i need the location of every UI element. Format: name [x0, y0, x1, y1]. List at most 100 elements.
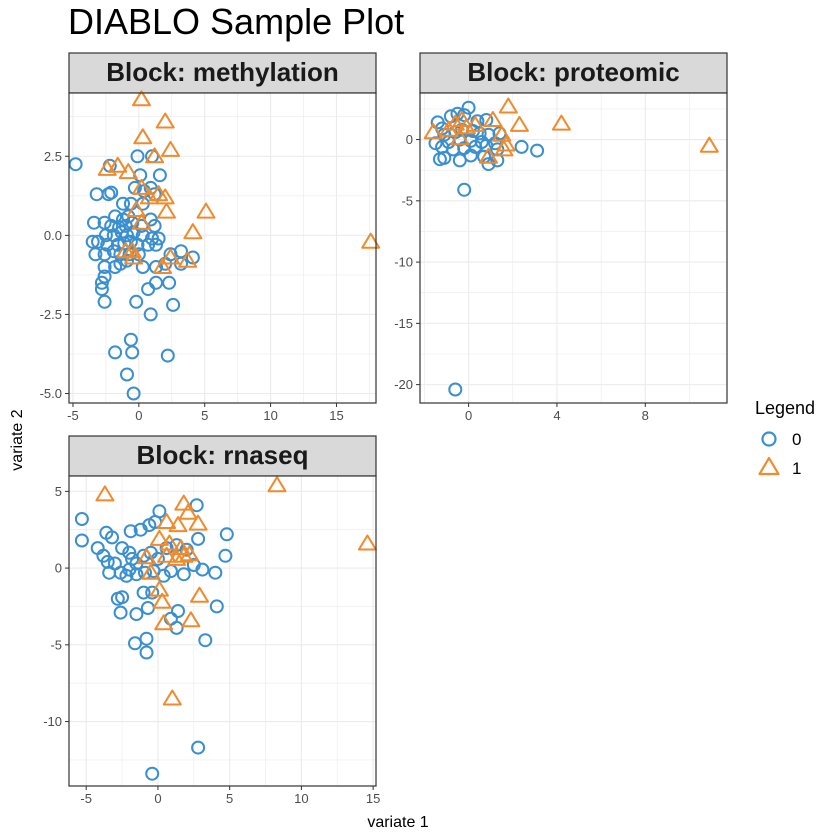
plot-area-methylation: -5 0 5 10 15 -5.0 -2.5 0.0 2.5 [40, 90, 381, 423]
data-point-group-0 [97, 294, 112, 309]
y-tick-label: -5.0 [40, 386, 62, 401]
data-point-group-1 [190, 586, 209, 603]
data-point-group-1 [479, 147, 498, 164]
data-point-group-0 [145, 766, 160, 781]
data-point-group-1 [152, 592, 172, 609]
data-point-group-1 [122, 242, 142, 259]
panel-title: Block: proteomic [467, 57, 679, 87]
data-point-group-1 [494, 140, 514, 157]
data-point-group-0 [116, 196, 130, 211]
data-point-group-0 [120, 367, 134, 382]
data-point-group-0 [448, 382, 463, 397]
data-point-group-0 [198, 633, 213, 648]
y-tick-label: -2.5 [40, 307, 62, 322]
data-point-group-0 [218, 548, 233, 563]
x-tick-label: 4 [553, 408, 560, 423]
data-point-group-1 [137, 548, 156, 565]
y-tick-label: -5 [50, 637, 62, 652]
data-point-group-0 [457, 182, 472, 197]
y-tick-label: -15 [394, 316, 413, 331]
x-tick-label: 5 [201, 408, 208, 423]
data-point-group-1 [699, 136, 719, 153]
data-point-group-1 [118, 163, 138, 180]
data-point-group-1 [132, 90, 151, 107]
panel-proteomic: Block: proteomic 0 4 8 -20 -15 -10 -5 0 [394, 52, 728, 423]
data-point-group-0 [122, 562, 137, 577]
x-tick-label: 15 [329, 408, 343, 423]
data-point-group-0 [176, 567, 191, 582]
data-point-group-1 [181, 611, 201, 628]
data-point-group-0 [461, 100, 476, 115]
x-tick-label: 0 [135, 408, 142, 423]
plot-area-rnaseq: -5 0 5 10 15 -10 -5 0 5 [43, 475, 380, 806]
data-point-group-1 [95, 485, 115, 502]
data-point-group-1 [465, 115, 485, 132]
data-point-group-1 [450, 129, 470, 146]
data-point-group-1 [155, 188, 175, 205]
data-point-group-0 [208, 565, 223, 580]
data-point-group-0 [185, 250, 200, 265]
data-point-group-0 [452, 153, 467, 168]
y-tick-label: -20 [394, 377, 413, 392]
legend-triangle-marker [758, 456, 780, 476]
panel-title: Block: methylation [106, 57, 339, 87]
data-point-group-0 [152, 504, 167, 519]
data-point-group-1 [178, 251, 198, 268]
x-tick-label: 15 [366, 791, 380, 806]
data-point-group-1 [161, 140, 180, 157]
data-point-group-1 [154, 614, 174, 631]
data-point-group-0 [87, 215, 101, 230]
y-axis-label: variate 2 [9, 409, 26, 470]
panel-border [419, 92, 728, 404]
data-point-group-0 [129, 607, 144, 622]
data-point-group-0 [160, 348, 175, 363]
data-point-group-1 [180, 545, 199, 562]
data-point-group-0 [105, 530, 119, 545]
data-point-group-0 [130, 149, 145, 164]
data-point-group-0 [115, 541, 130, 556]
data-point-group-1 [498, 97, 518, 114]
panel-title: Block: rnaseq [137, 440, 309, 470]
y-tick-label: 0.0 [44, 228, 62, 243]
panel-background [69, 93, 376, 403]
data-point-group-0 [94, 282, 109, 297]
strip-background [419, 52, 728, 94]
legend-circle-marker [761, 431, 777, 447]
data-point-group-0 [139, 631, 154, 646]
data-point-group-1 [167, 549, 187, 566]
data-point-group-0 [149, 237, 163, 252]
data-point-group-0 [123, 524, 138, 539]
legend-title: Legend [755, 398, 815, 418]
data-point-group-1 [483, 111, 503, 127]
chart-title: DIABLO Sample Plot [68, 1, 404, 42]
x-tick-label: 5 [226, 791, 233, 806]
data-point-group-0 [74, 512, 89, 526]
x-tick-label: -5 [80, 791, 92, 806]
data-point-group-1 [161, 248, 180, 265]
x-tick-label: 0 [465, 408, 472, 423]
data-point-group-0 [94, 275, 109, 290]
data-point-group-1 [551, 114, 571, 131]
data-point-group-1 [145, 147, 165, 164]
data-point-group-0 [463, 148, 478, 163]
data-point-group-0 [481, 157, 496, 172]
x-tick-label: 10 [263, 408, 277, 423]
x-tick-label: -5 [67, 408, 79, 423]
data-point-group-0 [88, 247, 103, 262]
data-point-group-0 [141, 237, 156, 252]
data-point-group-1 [132, 178, 151, 195]
data-point-group-0 [91, 234, 105, 249]
data-point-group-0 [191, 531, 206, 546]
data-point-group-0 [162, 275, 177, 290]
data-point-group-0 [126, 386, 141, 401]
data-point-group-1 [153, 258, 172, 274]
y-tick-label: 5 [55, 484, 62, 499]
data-point-group-0 [171, 604, 185, 618]
panel-border [68, 475, 377, 787]
panel-border [68, 92, 377, 404]
data-point-group-0 [145, 585, 160, 600]
data-point-group-1 [139, 188, 159, 205]
data-point-group-0 [85, 234, 100, 249]
data-point-group-1 [124, 248, 144, 265]
